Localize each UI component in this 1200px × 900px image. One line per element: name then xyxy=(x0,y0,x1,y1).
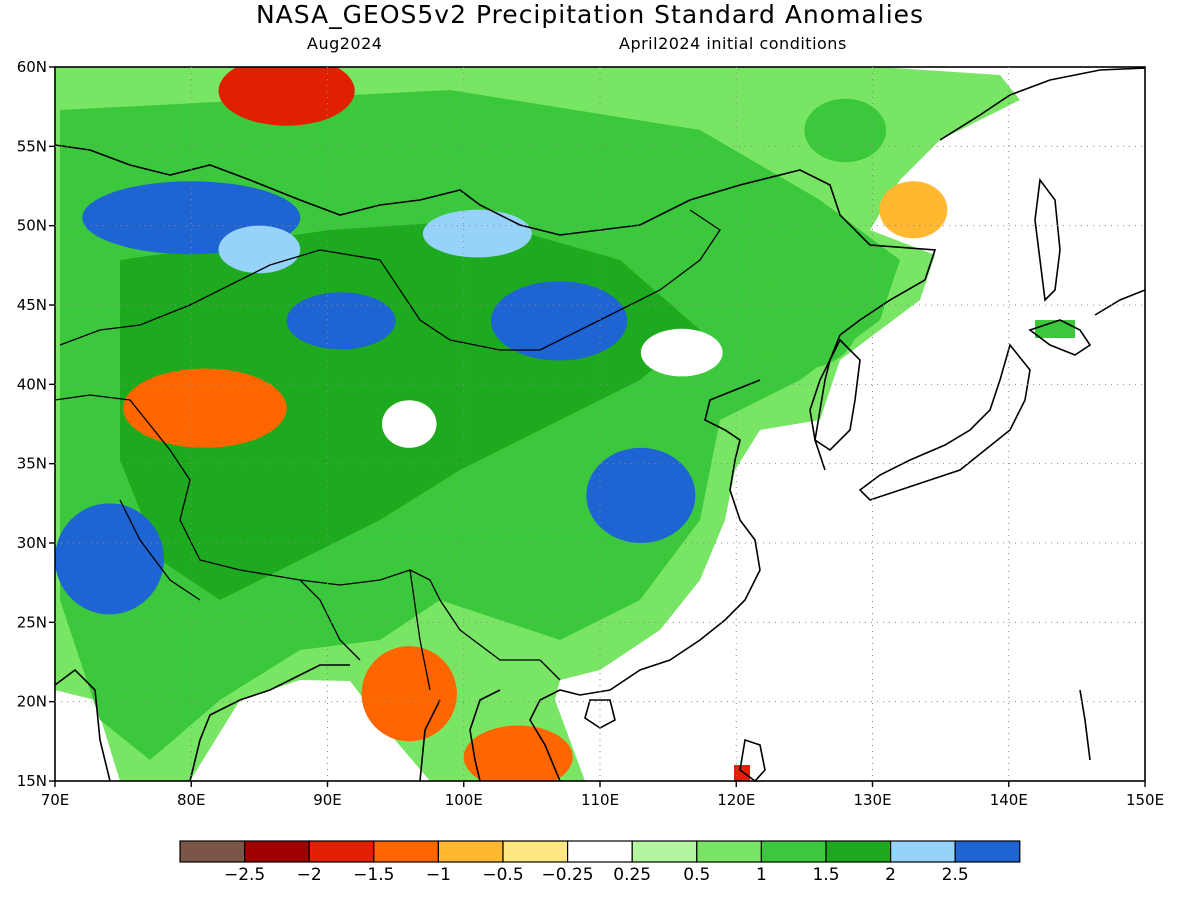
lat-tick-label: 60N xyxy=(17,58,47,76)
lat-tick-label: 45N xyxy=(17,296,47,314)
lon-tick-label: 70E xyxy=(41,791,70,809)
colorbar-label: 0.25 xyxy=(613,865,651,885)
anomaly-region xyxy=(382,400,437,448)
anomaly-region xyxy=(422,209,532,258)
colorbar-label: −2.5 xyxy=(224,865,265,885)
lon-tick-label: 120E xyxy=(717,791,755,809)
lon-tick-label: 90E xyxy=(313,791,342,809)
colorbar-label: −2 xyxy=(297,865,322,885)
colorbar-label: 1 xyxy=(756,865,767,885)
lon-tick-label: 100E xyxy=(445,791,483,809)
colorbar-swatch xyxy=(760,840,827,863)
taiwan-anomaly xyxy=(734,765,750,781)
colorbar-label: −1.5 xyxy=(353,865,394,885)
axis-ticks: 70E 80E 90E 100E 110E 120E 130E 140E 150E 60N 55N 5… xyxy=(17,58,1164,809)
country-borders xyxy=(54,209,721,691)
anomaly-region xyxy=(218,225,301,274)
lat-tick-label: 35N xyxy=(17,455,47,473)
lat-tick-label: 40N xyxy=(17,375,47,393)
graticule xyxy=(55,67,1145,781)
colorbar-swatch xyxy=(373,840,439,863)
lon-tick-label: 80E xyxy=(177,791,206,809)
map-title: NASA_GEOS5v2 Precipitation Standard Anom… xyxy=(255,0,925,29)
colorbar: −2.5 −2 −1.5 −1 −0.5 −0.25 0.25 0.5 1 1.5 2 2.5 xyxy=(179,840,1021,885)
lat-tick-label: 20N xyxy=(17,693,47,711)
colorbar-swatch xyxy=(502,840,569,863)
colorbar-label: −0.5 xyxy=(482,865,523,885)
anomaly-region xyxy=(804,98,887,163)
colorbar-label: 2.5 xyxy=(942,865,969,885)
initial-conditions: April2024 initial conditions xyxy=(619,34,847,53)
colorbar-swatch xyxy=(631,840,698,863)
coastlines xyxy=(54,67,1146,783)
lon-tick-label: 130E xyxy=(853,791,891,809)
lat-tick-label: 25N xyxy=(17,613,47,631)
colorbar-swatch xyxy=(954,840,1021,863)
lat-tick-label: 15N xyxy=(17,772,47,790)
anomaly-region xyxy=(218,67,355,126)
colorbar-label: −0.25 xyxy=(542,865,594,885)
colorbar-swatch xyxy=(179,840,246,863)
forecast-month: Aug2024 xyxy=(307,34,383,53)
lon-tick-label: 110E xyxy=(581,791,619,809)
anomaly-region xyxy=(491,281,628,361)
anomaly-region xyxy=(749,273,859,369)
anomaly-region xyxy=(640,328,723,377)
anomaly-region xyxy=(879,181,948,239)
anomaly-region xyxy=(361,646,457,742)
colorbar-swatch xyxy=(825,840,892,863)
colorbar-swatch xyxy=(696,840,762,863)
anomaly-region xyxy=(123,368,287,448)
colorbar-label: 1.5 xyxy=(812,865,839,885)
lat-tick-label: 30N xyxy=(17,534,47,552)
lat-tick-label: 55N xyxy=(17,137,47,155)
colorbar-label: 2 xyxy=(885,865,896,885)
colorbar-swatch xyxy=(308,840,375,863)
anomaly-region xyxy=(586,447,696,543)
lon-tick-label: 140E xyxy=(990,791,1028,809)
anomaly-region xyxy=(55,503,164,615)
lon-tick-label: 150E xyxy=(1126,791,1164,809)
anomaly-region xyxy=(463,725,573,781)
anomaly-field xyxy=(55,67,1145,781)
colorbar-label: 0.5 xyxy=(683,865,710,885)
colorbar-swatch xyxy=(566,840,633,863)
colorbar-swatch xyxy=(244,840,310,863)
colorbar-swatch xyxy=(437,840,504,863)
anomaly-region xyxy=(286,292,396,350)
lat-tick-label: 50N xyxy=(17,217,47,235)
colorbar-swatch xyxy=(889,840,956,863)
colorbar-label: −1 xyxy=(426,865,451,885)
hokkaido-anomaly xyxy=(1035,320,1075,338)
